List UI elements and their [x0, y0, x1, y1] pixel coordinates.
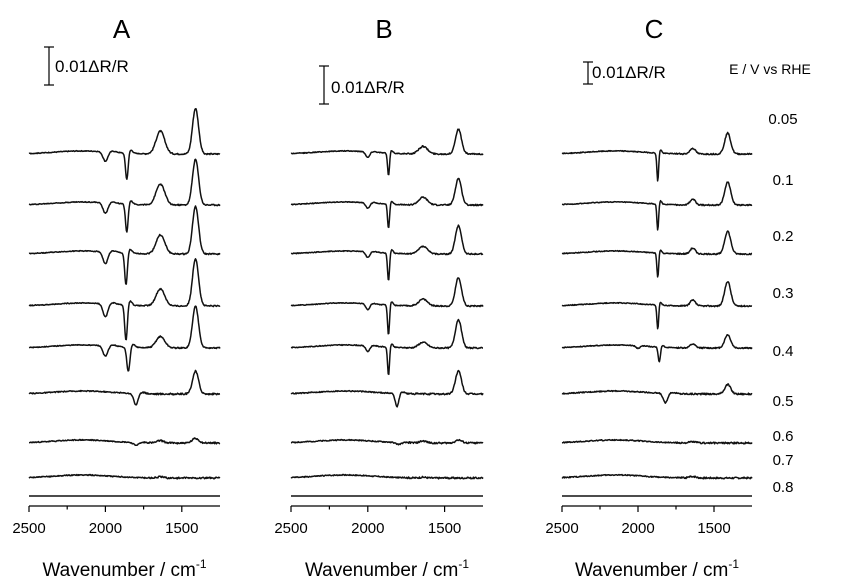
x-axis-label: Wavenumber / cm-1 [42, 557, 206, 581]
spectrum-a-0.4 [28, 305, 221, 372]
spectrum-b-0.1 [290, 177, 484, 229]
spectrum-c-0.3 [561, 281, 753, 330]
x-tick-label-1500: 1500 [165, 520, 198, 537]
potential-label-0.7: 0.7 [773, 452, 794, 469]
spectrum-c-0.2 [561, 230, 753, 278]
x-tick-label-1500: 1500 [428, 520, 461, 537]
spectrum-c-0.6 [561, 438, 753, 445]
potential-label-0.6: 0.6 [773, 428, 794, 445]
spectrum-a-0.7 [28, 473, 221, 480]
spectrum-c-0.5 [561, 383, 753, 404]
spectrum-a-0.1 [28, 158, 221, 233]
potential-label-0.1: 0.1 [773, 172, 794, 189]
panel-b: B 2500 2000 1500 Wavenumber / cm-1 0.01ΔR/R [274, 14, 484, 581]
scale-bar-label: 0.01ΔR/R [55, 57, 129, 76]
panel-a: A 2500 2000 1500 Wavenumber / cm-1 0.01ΔR/R [12, 14, 221, 581]
spectrum-b-0.3 [290, 277, 484, 335]
spectrum-b-0.6 [290, 438, 484, 446]
potential-label-0.8: 0.8 [773, 479, 794, 496]
x-tick-label-2500: 2500 [545, 520, 578, 537]
x-tick-label-2000: 2000 [621, 520, 654, 537]
potential-label-0.2: 0.2 [773, 228, 794, 245]
scale-bar [319, 65, 329, 105]
scale-bar [583, 61, 593, 85]
potential-label-0.05: 0.05 [768, 111, 797, 128]
spectrum-b-0.2 [290, 224, 484, 281]
spectrum-a-0.3 [28, 258, 221, 341]
potential-labels: E / V vs RHE 0.05 0.1 0.2 0.3 0.4 0.5 0.6 0.7 0.8 [729, 61, 811, 496]
potential-label-0.4: 0.4 [773, 343, 794, 360]
scale-bar-label: 0.01ΔR/R [592, 63, 666, 82]
spectrum-c-0.05 [561, 131, 753, 182]
potential-label-0.5: 0.5 [773, 393, 794, 410]
spectrum-a-0.6 [28, 437, 221, 447]
x-axis-label: Wavenumber / cm-1 [575, 557, 739, 581]
spectrum-a-0.2 [28, 205, 221, 285]
x-tick-label-2000: 2000 [351, 520, 384, 537]
spectrum-b-0.05 [290, 128, 484, 176]
potential-label-0.3: 0.3 [773, 285, 794, 302]
panel-label-c: C [645, 14, 664, 44]
x-tick-label-2000: 2000 [89, 520, 122, 537]
spectrum-b-0.4 [290, 318, 484, 376]
x-axis-label: Wavenumber / cm-1 [305, 557, 469, 581]
x-tick-label-1500: 1500 [697, 520, 730, 537]
spectrum-a-0.5 [28, 369, 221, 406]
spectrum-a-0.05 [28, 108, 221, 180]
potential-header: E / V vs RHE [729, 61, 811, 77]
spectrum-c-0.7 [561, 473, 753, 480]
spectrum-c-0.4 [561, 334, 753, 363]
scale-bar-label: 0.01ΔR/R [331, 78, 405, 97]
panel-c: C 2500 2000 1500 Wavenumber / cm-1 0.01ΔR/R [545, 14, 753, 581]
spectrum-b-0.7 [290, 473, 484, 480]
x-tick-label-2500: 2500 [274, 520, 307, 537]
panels-layer: A 2500 2000 1500 Wavenumber / cm-1 0.01ΔR/R B 2… [12, 14, 811, 581]
scale-bar [44, 46, 54, 86]
x-tick-label-2500: 2500 [12, 520, 45, 537]
panel-label-a: A [113, 14, 131, 44]
spectrum-c-0.1 [561, 181, 753, 231]
panel-label-b: B [375, 14, 392, 44]
spectrum-b-0.5 [290, 369, 484, 408]
